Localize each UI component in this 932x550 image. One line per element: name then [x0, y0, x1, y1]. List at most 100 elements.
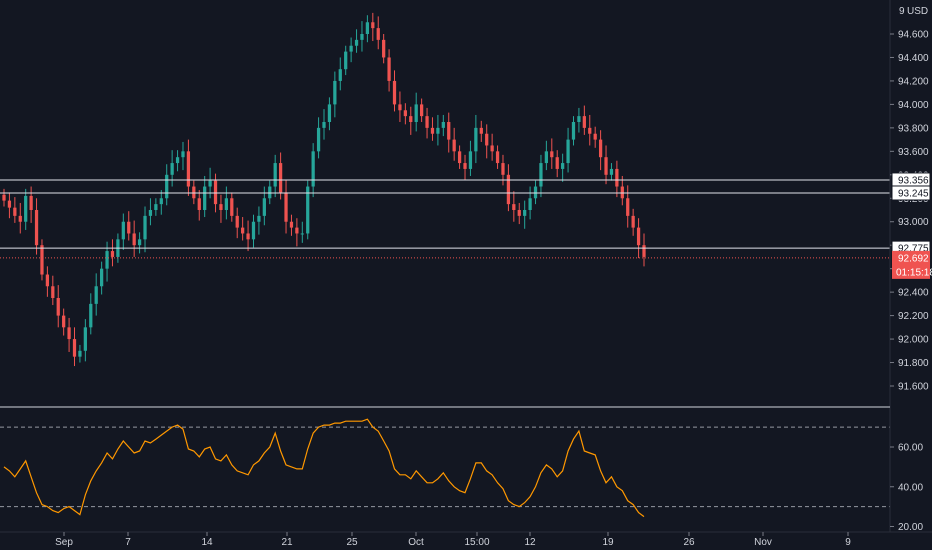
candle-body[interactable]: [89, 303, 93, 328]
candle-body[interactable]: [311, 151, 315, 187]
candle-body[interactable]: [604, 157, 608, 175]
horizontal-levels[interactable]: [0, 179, 890, 259]
candle-body[interactable]: [512, 204, 516, 210]
candle-body[interactable]: [338, 69, 342, 81]
candle-body[interactable]: [544, 151, 548, 164]
candle-body[interactable]: [224, 198, 228, 210]
candle-body[interactable]: [620, 186, 624, 199]
candle-body[interactable]: [571, 122, 576, 140]
candle-body[interactable]: [278, 163, 283, 193]
candle-body[interactable]: [40, 245, 44, 275]
candle-body[interactable]: [235, 215, 239, 228]
candle-body[interactable]: [94, 286, 98, 304]
candle-body[interactable]: [72, 339, 77, 357]
candle-body[interactable]: [561, 163, 565, 169]
candle-body[interactable]: [83, 327, 87, 351]
candle-body[interactable]: [51, 286, 55, 298]
candle-body[interactable]: [555, 157, 559, 169]
candle-body[interactable]: [539, 163, 543, 187]
candle-body[interactable]: [262, 198, 266, 216]
candle-body[interactable]: [154, 204, 158, 210]
candle-body[interactable]: [636, 227, 641, 246]
candle-body[interactable]: [7, 200, 12, 208]
candle-body[interactable]: [582, 116, 586, 128]
candle-body[interactable]: [192, 186, 196, 199]
candle-body[interactable]: [523, 210, 527, 216]
candle-body[interactable]: [371, 22, 375, 29]
candle-body[interactable]: [392, 80, 397, 105]
candle-body[interactable]: [354, 39, 359, 46]
candle-body[interactable]: [197, 198, 201, 210]
candle-body[interactable]: [550, 151, 554, 158]
candle-body[interactable]: [24, 195, 28, 222]
candle-body[interactable]: [479, 127, 483, 134]
candle-body[interactable]: [289, 221, 294, 228]
candle-body[interactable]: [316, 127, 321, 152]
candle-body[interactable]: [398, 104, 402, 111]
candle-body[interactable]: [609, 168, 614, 175]
candle-body[interactable]: [463, 163, 467, 169]
candle-body[interactable]: [34, 210, 39, 246]
candle-body[interactable]: [251, 221, 256, 240]
candle-body[interactable]: [208, 180, 212, 187]
candle-body[interactable]: [441, 122, 445, 128]
candle-body[interactable]: [148, 210, 153, 216]
candle-body[interactable]: [420, 104, 424, 117]
candle-body[interactable]: [430, 127, 435, 134]
candle-body[interactable]: [593, 133, 597, 140]
candle-area[interactable]: [2, 12, 646, 367]
candle-body[interactable]: [615, 168, 619, 187]
candle-body[interactable]: [62, 315, 66, 328]
candle-body[interactable]: [186, 151, 191, 187]
candle-body[interactable]: [29, 195, 33, 210]
candle-body[interactable]: [241, 227, 245, 234]
candle-body[interactable]: [333, 80, 337, 105]
candle-body[interactable]: [132, 233, 136, 246]
candle-body[interactable]: [13, 207, 17, 216]
candle-body[interactable]: [528, 198, 532, 210]
candle-body[interactable]: [447, 122, 451, 140]
candle-body[interactable]: [425, 116, 429, 128]
candle-body[interactable]: [306, 186, 310, 234]
candle-body[interactable]: [452, 139, 456, 152]
candle-body[interactable]: [506, 174, 511, 205]
candle-body[interactable]: [403, 110, 407, 117]
candle-body[interactable]: [165, 174, 169, 199]
candle-body[interactable]: [409, 116, 413, 122]
candle-body[interactable]: [219, 204, 223, 210]
candle-body[interactable]: [485, 133, 489, 146]
candle-body[interactable]: [577, 116, 581, 122]
oscillator-line[interactable]: [3, 418, 645, 518]
candle-body[interactable]: [257, 215, 261, 222]
candle-body[interactable]: [181, 151, 185, 158]
candle-body[interactable]: [273, 163, 277, 187]
oscillator-pane[interactable]: [0, 418, 890, 518]
candle-body[interactable]: [284, 192, 288, 222]
candle-body[interactable]: [474, 127, 478, 152]
candle-body[interactable]: [349, 45, 353, 52]
candle-body[interactable]: [631, 215, 635, 228]
candle-body[interactable]: [45, 274, 50, 287]
candle-body[interactable]: [382, 39, 386, 58]
candle-body[interactable]: [246, 233, 250, 240]
candle-body[interactable]: [159, 198, 163, 205]
candle-body[interactable]: [436, 127, 440, 134]
candle-body[interactable]: [18, 215, 22, 222]
candle-body[interactable]: [365, 22, 370, 34]
candle-body[interactable]: [295, 227, 299, 234]
candle-body[interactable]: [588, 127, 592, 134]
candle-body[interactable]: [533, 186, 538, 199]
candle-body[interactable]: [457, 151, 462, 164]
candle-body[interactable]: [56, 298, 60, 316]
candle-body[interactable]: [300, 233, 304, 235]
candle-body[interactable]: [642, 245, 646, 257]
candle-body[interactable]: [213, 180, 218, 205]
candle-body[interactable]: [327, 104, 332, 122]
candle-body[interactable]: [414, 104, 418, 122]
candle-body[interactable]: [105, 251, 109, 269]
candle-body[interactable]: [100, 268, 104, 287]
candle-body[interactable]: [517, 210, 521, 216]
candle-body[interactable]: [566, 139, 570, 164]
candle-body[interactable]: [143, 215, 147, 240]
